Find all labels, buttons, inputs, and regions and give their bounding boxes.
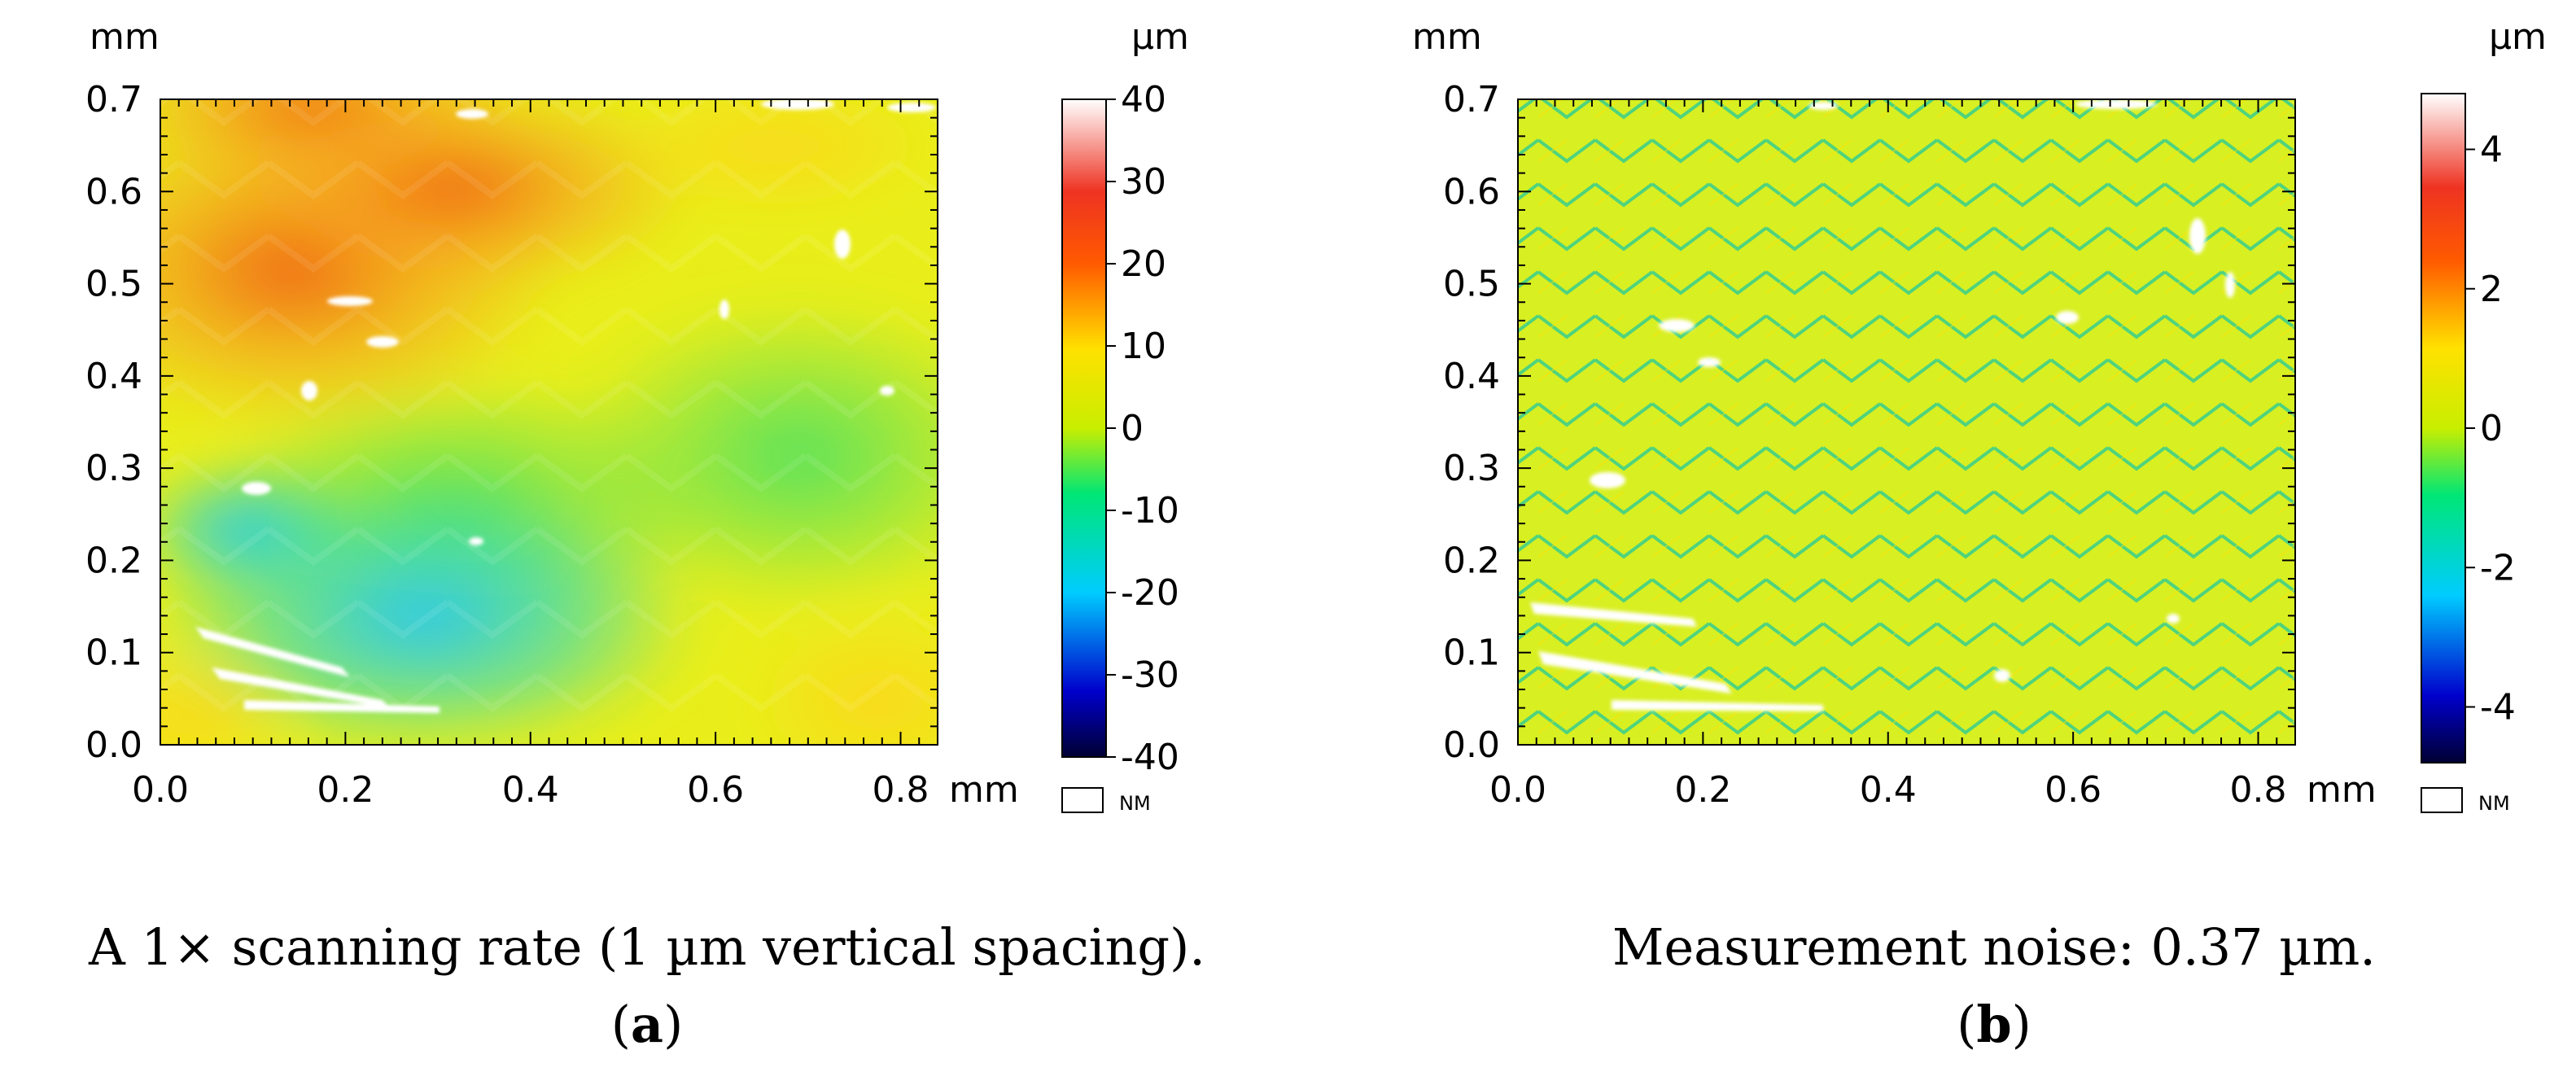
panel-a-colorbar-tick-labels: 40 30 20 10 0 -10 -20 -30 -40 [1106, 79, 1179, 778]
panel-b-nm-label: NM [2478, 792, 2510, 815]
y-tick-label: 0.7 [1443, 79, 1500, 120]
x-tick-label: 0.8 [2230, 769, 2287, 811]
colorbar-tick-label: 20 [1121, 243, 1166, 285]
panel-b-letter: b [1976, 995, 2011, 1054]
panel-b-caption: Measurement noise: 0.37 µm. [1612, 917, 2376, 977]
y-tick-label: 0.0 [85, 724, 142, 766]
colorbar-tick-label: 2 [2480, 269, 2503, 310]
colorbar-tick-label: 0 [2480, 408, 2503, 449]
panel-a-x-tick-labels: 0.0 0.2 0.4 0.6 0.8 [132, 769, 929, 811]
colorbar-tick-label: -20 [1121, 572, 1179, 614]
panel-b-colorbar [2421, 93, 2466, 764]
panel-a: mm mm 0.0 0.1 0.2 0.3 0.4 0.5 0.6 0.7 0.0 0.2 0.4… [85, 16, 1205, 1054]
x-tick-label: 0.0 [1489, 769, 1546, 811]
colorbar-tick-label: 4 [2480, 129, 2503, 171]
panel-b-y-unit: mm [1412, 16, 1482, 58]
panel-a-letter: a [631, 995, 663, 1054]
panel-b-colorbar-tick-labels: 4 2 0 -2 -4 [2465, 129, 2516, 729]
colorbar-tick-label: -40 [1121, 737, 1179, 778]
panel-a-nm-swatch [1061, 787, 1104, 813]
panel-b-colorbar-unit: µm [2489, 16, 2547, 58]
y-tick-label: 0.2 [85, 540, 142, 581]
x-tick-label: 0.6 [2045, 769, 2101, 811]
panel-a-x-unit: mm [949, 769, 1019, 811]
panel-b-ticks [1517, 98, 2296, 746]
panel-b-surface-map [1518, 99, 2295, 745]
x-tick-label: 0.4 [1860, 769, 1917, 811]
panel-b-x-unit: mm [2307, 769, 2377, 811]
panel-a-ticks [160, 98, 938, 746]
colorbar-tick-label: -4 [2480, 687, 2516, 729]
panel-a-surface-map [160, 99, 938, 745]
colorbar-tick-label: 0 [1121, 408, 1144, 449]
panel-b: mm mm 0.0 0.1 0.2 0.3 0.4 0.5 0.6 0.7 0.0 0.2 0.4… [1412, 16, 2547, 1054]
y-tick-label: 0.6 [1443, 171, 1500, 212]
colorbar-tick-label: -2 [2480, 547, 2516, 589]
y-tick-label: 0.3 [1443, 448, 1500, 489]
colorbar-tick-label: 30 [1121, 161, 1166, 203]
y-tick-label: 0.2 [1443, 540, 1500, 581]
panel-a-nm-label: NM [1119, 792, 1151, 815]
panel-a-colorbar-unit: µm [1131, 16, 1189, 58]
x-tick-label: 0.2 [1674, 769, 1731, 811]
colorbar-tick-label: 40 [1121, 79, 1166, 120]
panel-b-nm-swatch [2421, 787, 2463, 813]
y-tick-label: 0.1 [1443, 632, 1500, 674]
x-tick-label: 0.4 [502, 769, 559, 811]
x-tick-label: 0.2 [317, 769, 374, 811]
colorbar-tick-label: -10 [1121, 490, 1179, 532]
panel-a-caption: A 1× scanning rate (1 µm vertical spacin… [88, 917, 1205, 977]
x-tick-label: 0.8 [873, 769, 929, 811]
y-tick-label: 0.1 [85, 632, 142, 674]
y-tick-label: 0.4 [85, 356, 142, 397]
panel-b-label: (b) [1957, 995, 2031, 1054]
panel-b-y-tick-labels: 0.0 0.1 0.2 0.3 0.4 0.5 0.6 0.7 [1443, 79, 1500, 766]
x-tick-label: 0.0 [132, 769, 189, 811]
y-tick-label: 0.7 [85, 79, 142, 120]
colorbar-tick-label: -30 [1121, 654, 1179, 696]
panel-a-y-tick-labels: 0.0 0.1 0.2 0.3 0.4 0.5 0.6 0.7 [85, 79, 142, 766]
y-tick-label: 0.6 [85, 171, 142, 212]
colorbar-tick-label: 10 [1121, 326, 1166, 367]
y-tick-label: 0.4 [1443, 356, 1500, 397]
y-tick-label: 0.0 [1443, 724, 1500, 766]
y-tick-label: 0.5 [1443, 264, 1500, 305]
y-tick-label: 0.5 [85, 264, 142, 305]
x-tick-label: 0.6 [687, 769, 744, 811]
panel-a-colorbar [1061, 98, 1107, 758]
panel-a-y-unit: mm [90, 16, 160, 58]
panel-b-x-tick-labels: 0.0 0.2 0.4 0.6 0.8 [1489, 769, 2287, 811]
panel-a-label: (a) [611, 995, 684, 1054]
y-tick-label: 0.3 [85, 448, 142, 489]
